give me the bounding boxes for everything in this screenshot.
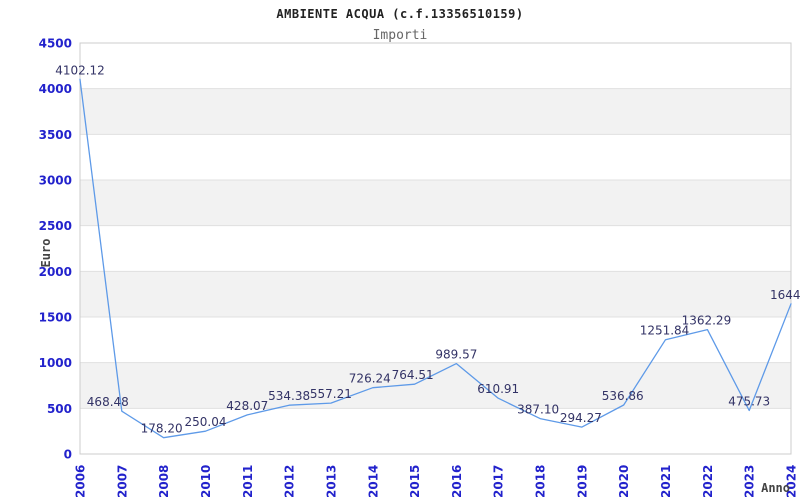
y-tick-label: 1000 <box>39 356 72 370</box>
point-label: 726.24 <box>349 372 391 386</box>
band-gray <box>80 180 791 226</box>
x-axis-ticks: 2006 2007 2008 2010 2011 2012 2013 2014 2015 2016… <box>74 465 799 498</box>
x-tick-label: 2019 <box>575 465 589 498</box>
point-label: 534.38 <box>268 389 310 403</box>
point-label: 428.07 <box>226 399 268 413</box>
x-tick-label: 2018 <box>534 465 548 498</box>
y-tick-label: 500 <box>47 402 72 416</box>
x-tick-label: 2013 <box>324 465 338 498</box>
point-label: 1362.29 <box>682 314 732 328</box>
x-tick-label: 2023 <box>743 465 757 498</box>
band-gray <box>80 88 791 135</box>
plot-bands <box>80 43 791 454</box>
y-tick-label: 2000 <box>39 265 72 279</box>
band-white <box>80 225 791 272</box>
point-label: 294.27 <box>560 411 602 425</box>
y-tick-label: 4500 <box>39 37 72 51</box>
point-label: 989.57 <box>435 348 477 362</box>
band-white <box>80 317 791 363</box>
x-tick-label: 2017 <box>492 465 506 498</box>
point-label: 4102.12 <box>55 63 105 77</box>
band-gray <box>80 362 791 409</box>
point-label: 475.73 <box>728 395 770 409</box>
y-tick-label: 0 <box>64 448 72 462</box>
x-tick-label: 2010 <box>199 465 213 498</box>
chart-title: AMBIENTE ACQUA (c.f.13356510159) <box>276 7 523 21</box>
band-gray <box>80 271 791 317</box>
x-tick-label: 2014 <box>366 465 380 498</box>
x-tick-label: 2020 <box>617 465 631 498</box>
point-label: 1644.2 <box>770 288 800 302</box>
chart-subtitle: Importi <box>373 28 428 43</box>
y-axis-ticks: 0 500 1000 1500 2000 2500 3000 3500 4000 4500 <box>39 37 72 462</box>
point-label: 178.20 <box>141 422 183 436</box>
point-label: 250.04 <box>185 415 227 429</box>
x-tick-label: 2015 <box>408 465 422 498</box>
point-label: 1251.84 <box>640 324 690 338</box>
x-tick-label: 2011 <box>241 465 255 498</box>
series-line <box>79 78 792 439</box>
plot-gridlines <box>80 42 791 455</box>
band-white <box>80 408 791 454</box>
x-tick-label: 2008 <box>157 465 171 498</box>
x-tick-label: 2016 <box>450 465 464 498</box>
point-label: 764.51 <box>392 368 434 382</box>
y-tick-label: 2500 <box>39 219 72 233</box>
x-tick-label: 2007 <box>115 465 129 498</box>
point-label: 557.21 <box>310 387 352 401</box>
point-label: 610.91 <box>477 382 519 396</box>
point-label: 536.86 <box>602 389 644 403</box>
band-white <box>80 134 791 180</box>
y-axis-title: Euro <box>39 239 53 268</box>
data-series-line <box>79 78 792 439</box>
y-tick-label: 3500 <box>39 128 72 142</box>
y-tick-label: 1500 <box>39 311 72 325</box>
x-tick-label: 2024 <box>785 465 799 498</box>
plot-border <box>79 42 792 455</box>
point-label: 387.10 <box>517 403 559 417</box>
y-tick-label: 3000 <box>39 174 72 188</box>
x-tick-label: 2021 <box>659 465 673 498</box>
x-tick-label: 2022 <box>701 465 715 498</box>
point-label: 468.48 <box>87 395 129 409</box>
y-tick-label: 4000 <box>39 82 72 96</box>
band-white <box>80 43 791 89</box>
x-tick-label: 2012 <box>283 465 297 498</box>
x-axis-title: Anno <box>761 481 790 495</box>
x-tick-label: 2006 <box>74 465 88 498</box>
